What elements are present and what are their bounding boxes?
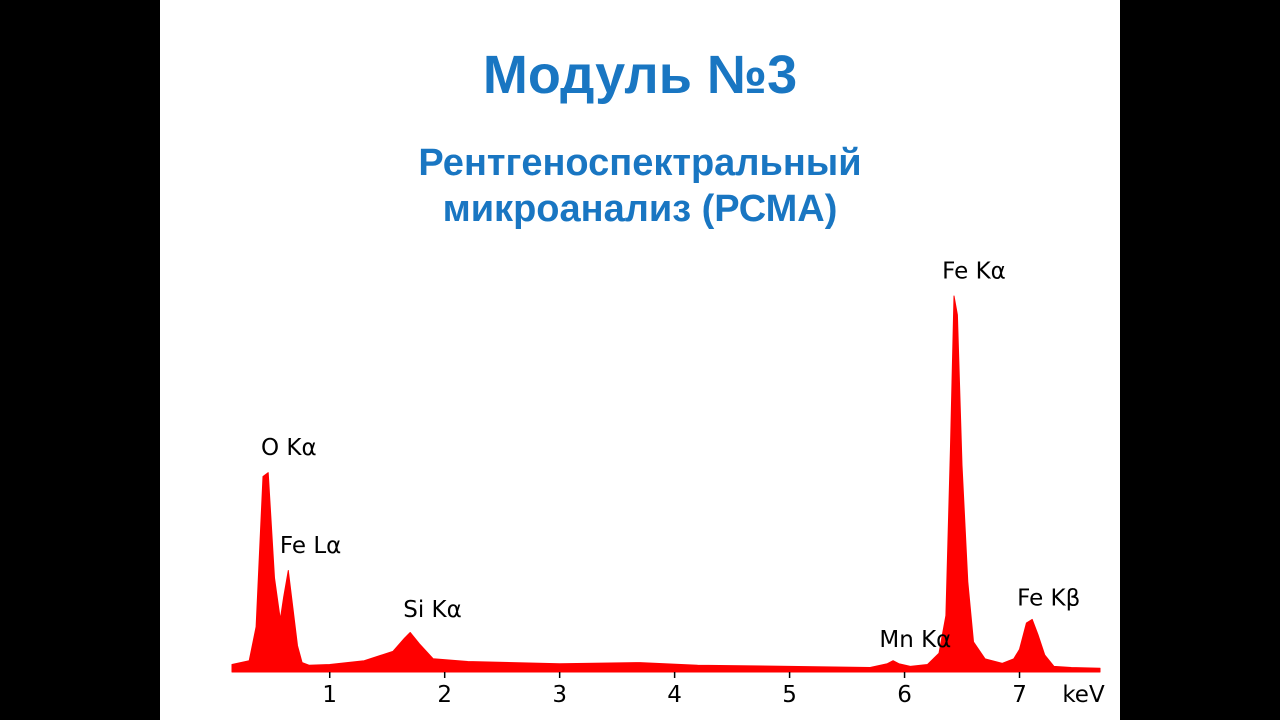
spectrum-area-layer — [231, 295, 1101, 673]
x-tick-label-7: 7 — [1012, 682, 1027, 708]
x-tick-label-1: 1 — [322, 682, 337, 708]
x-tick-label-2: 2 — [437, 682, 452, 708]
peak-label-si-kα: Si Kα — [403, 597, 462, 623]
peak-label-fe-lα: Fe Lα — [280, 533, 341, 559]
subtitle-line-2: микроанализ (РСМА) — [442, 188, 838, 230]
x-tick-label-5: 5 — [782, 682, 797, 708]
peak-label-fe-kβ: Fe Kβ — [1017, 586, 1080, 612]
x-axis: 1 2 3 4 5 6 7 keV — [322, 672, 1105, 708]
eds-spectrum-chart: 1 2 3 4 5 6 7 keV O Kα Fe Lα Si Kα Mn Kα Fe Kα Fe Kβ — [231, 258, 1105, 708]
peak-label-fe-kα: Fe Kα — [942, 258, 1006, 284]
spectrum-area-0 — [231, 295, 1101, 673]
x-tick-label-4: 4 — [667, 682, 682, 708]
slide-title: Модуль №3 — [482, 45, 798, 105]
slide: Модуль №3 Рентгеноспектральный микроанал… — [160, 0, 1120, 720]
subtitle-line-1: Рентгеноспектральный — [418, 142, 862, 184]
slide-subtitle: Рентгеноспектральный микроанализ (РСМА) — [160, 140, 1120, 232]
peak-label-o-kα: O Kα — [261, 435, 317, 461]
peak-labels: O Kα Fe Lα Si Kα Mn Kα Fe Kα Fe Kβ — [261, 258, 1080, 652]
x-tick-label-6: 6 — [897, 682, 912, 708]
peak-label-mn-kα: Mn Kα — [879, 627, 951, 653]
x-tick-label-3: 3 — [552, 682, 567, 708]
x-axis-unit-label: keV — [1062, 682, 1105, 708]
